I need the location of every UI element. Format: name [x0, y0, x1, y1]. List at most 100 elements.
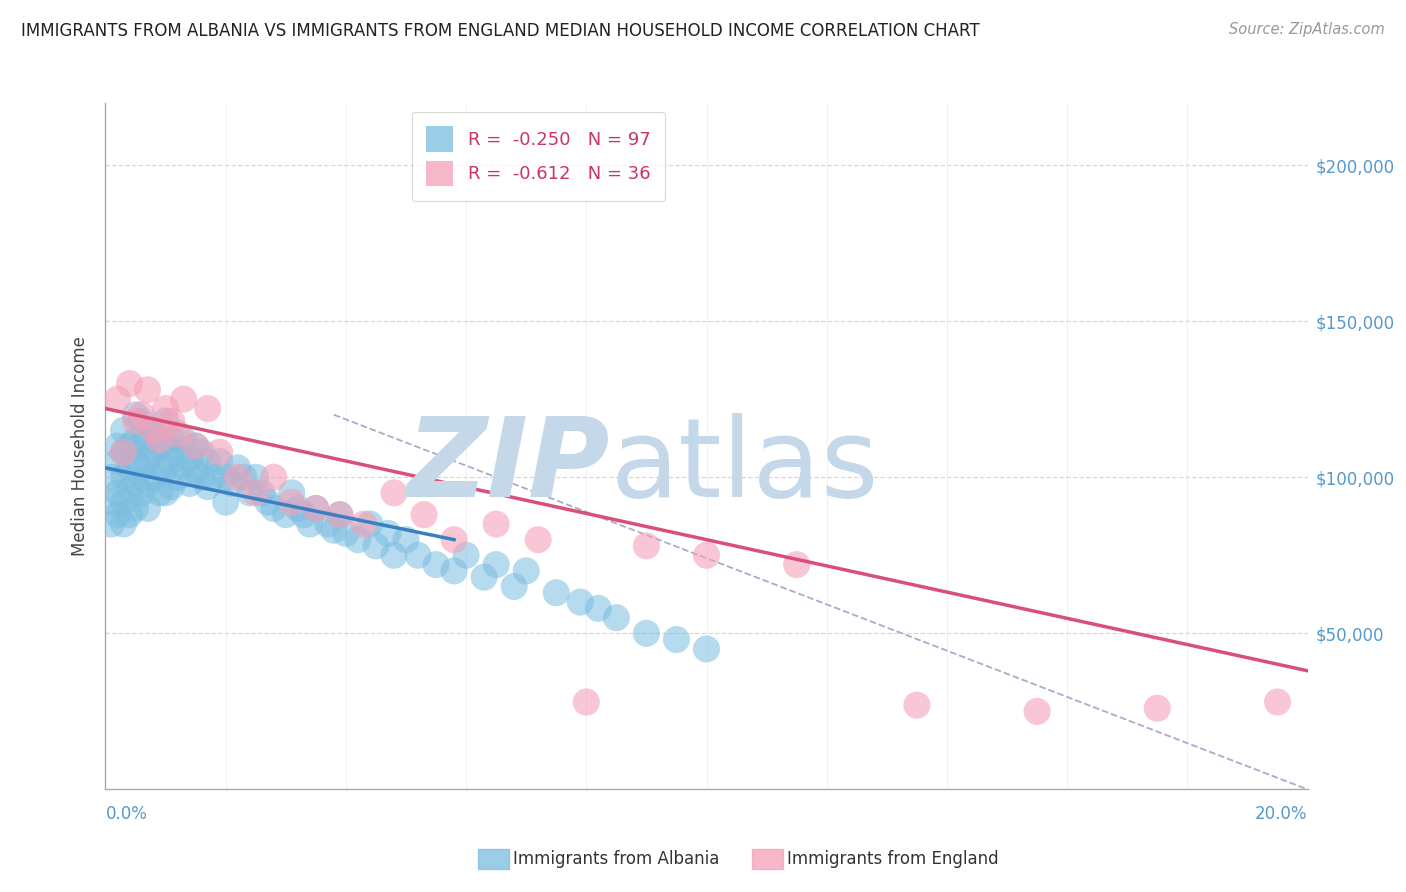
Point — [226, 470, 249, 484]
Point — [256, 495, 278, 509]
Point — [107, 392, 129, 407]
Point — [173, 458, 195, 472]
Point — [100, 495, 122, 509]
Point — [364, 539, 387, 553]
Point — [148, 433, 170, 447]
Point — [382, 548, 405, 563]
Point — [786, 558, 808, 572]
Point — [1146, 701, 1168, 715]
Point — [636, 539, 658, 553]
Point — [107, 455, 129, 469]
Point — [124, 476, 146, 491]
Point — [160, 414, 183, 428]
Point — [250, 485, 273, 500]
Point — [575, 695, 598, 709]
Point — [184, 439, 207, 453]
Point — [232, 470, 254, 484]
Point — [173, 433, 195, 447]
Point — [287, 501, 309, 516]
Point — [136, 433, 159, 447]
Point — [124, 433, 146, 447]
Point — [112, 445, 135, 459]
Point — [100, 517, 122, 532]
Point — [569, 595, 592, 609]
Legend: R =  -0.250   N = 97, R =  -0.612   N = 36: R = -0.250 N = 97, R = -0.612 N = 36 — [412, 112, 665, 201]
Point — [503, 580, 526, 594]
Point — [179, 476, 201, 491]
Point — [142, 424, 165, 438]
Point — [107, 485, 129, 500]
Point — [197, 401, 219, 416]
Point — [166, 445, 188, 459]
Point — [485, 558, 508, 572]
Point — [118, 376, 141, 391]
Point — [160, 480, 183, 494]
Point — [155, 439, 177, 453]
Point — [202, 470, 225, 484]
Point — [112, 424, 135, 438]
Point — [184, 464, 207, 478]
Point — [281, 495, 304, 509]
Point — [136, 501, 159, 516]
Point — [112, 445, 135, 459]
Point — [406, 548, 429, 563]
Point — [905, 698, 928, 712]
Point — [166, 426, 188, 441]
Point — [214, 495, 236, 509]
Text: Immigrants from Albania: Immigrants from Albania — [513, 850, 720, 868]
Point — [190, 445, 212, 459]
Point — [527, 533, 550, 547]
Point — [454, 548, 477, 563]
Point — [239, 485, 262, 500]
Point — [515, 564, 537, 578]
Point — [443, 533, 465, 547]
Point — [131, 485, 153, 500]
Point — [1026, 705, 1049, 719]
Point — [148, 439, 170, 453]
Point — [208, 445, 231, 459]
Y-axis label: Median Household Income: Median Household Income — [72, 336, 90, 556]
Point — [329, 508, 352, 522]
Point — [263, 501, 285, 516]
Point — [298, 517, 321, 532]
Text: Source: ZipAtlas.com: Source: ZipAtlas.com — [1229, 22, 1385, 37]
Point — [413, 508, 436, 522]
Point — [124, 501, 146, 516]
Point — [136, 383, 159, 397]
Point — [160, 455, 183, 469]
Point — [131, 414, 153, 428]
Point — [155, 461, 177, 475]
Point — [292, 508, 315, 522]
Point — [197, 455, 219, 469]
Point — [197, 480, 219, 494]
Point — [124, 408, 146, 422]
Point — [118, 439, 141, 453]
Point — [221, 476, 243, 491]
Point — [184, 439, 207, 453]
Point — [335, 526, 357, 541]
Point — [443, 564, 465, 578]
Point — [329, 508, 352, 522]
Point — [305, 501, 328, 516]
Point — [382, 485, 405, 500]
Point — [155, 485, 177, 500]
Point — [124, 455, 146, 469]
Point — [155, 414, 177, 428]
Point — [118, 508, 141, 522]
Point — [588, 601, 610, 615]
Point — [353, 517, 375, 532]
Point — [148, 461, 170, 475]
Point — [226, 461, 249, 475]
Point — [190, 470, 212, 484]
Point — [696, 642, 718, 657]
Point — [148, 485, 170, 500]
Point — [605, 611, 627, 625]
Point — [131, 408, 153, 422]
Point — [245, 485, 267, 500]
Point — [118, 483, 141, 497]
Point — [173, 392, 195, 407]
Text: IMMIGRANTS FROM ALBANIA VS IMMIGRANTS FROM ENGLAND MEDIAN HOUSEHOLD INCOME CORRE: IMMIGRANTS FROM ALBANIA VS IMMIGRANTS FR… — [21, 22, 980, 40]
Point — [112, 470, 135, 484]
Point — [322, 523, 344, 537]
Text: 0.0%: 0.0% — [105, 805, 148, 822]
